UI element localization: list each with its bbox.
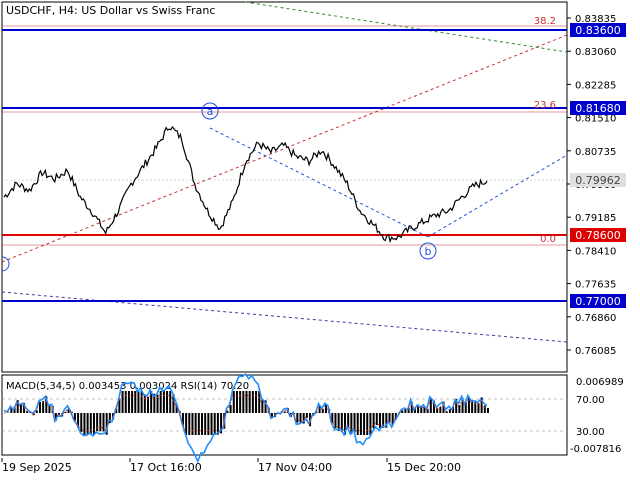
macd-bar: [160, 391, 162, 413]
macd-bar: [128, 391, 130, 413]
price-axis-tick-label: 0.80735: [575, 147, 616, 158]
macd-bar: [439, 407, 441, 413]
macd-bar: [255, 391, 257, 413]
price-axis-tick-label: 0.79185: [575, 213, 616, 224]
macd-bar: [163, 391, 165, 413]
fib-label-38: 38.2: [534, 16, 556, 27]
price-axis-tick-label: 0.83060: [575, 47, 616, 58]
fib-label-23: 23.6: [534, 100, 556, 111]
indicator-tick-top: 0.006989: [576, 377, 624, 388]
macd-bar: [214, 413, 216, 435]
macd-bar: [137, 391, 139, 413]
macd-bar: [239, 391, 241, 413]
macd-bar: [131, 391, 133, 413]
macd-bar: [236, 391, 238, 413]
macd-bar: [233, 391, 235, 413]
macd-bar: [185, 413, 187, 435]
price-tag-81680[interactable]: 0.81680: [570, 101, 626, 115]
price-axis-tick-label: 0.82285: [575, 80, 616, 91]
time-tick-3: 17 Nov 04:00: [258, 461, 332, 474]
macd-bar: [96, 413, 98, 431]
svg-text:0.78600: 0.78600: [575, 229, 621, 242]
svg-text:0.77000: 0.77000: [575, 295, 621, 308]
macd-bar: [338, 413, 340, 431]
macd-bar: [83, 413, 85, 435]
macd-bar: [373, 413, 375, 428]
macd-bar: [261, 399, 263, 413]
price-axis-tick-label: 0.77635: [575, 280, 616, 291]
svg-text:0.81680: 0.81680: [575, 102, 621, 115]
price-tag-current[interactable]: 0.79962: [570, 173, 626, 187]
macd-bar: [93, 413, 95, 435]
wave-b-label: b: [425, 245, 432, 258]
indicator-tick-70: 70.00: [576, 395, 605, 406]
macd-bar: [207, 413, 209, 435]
macd-bar: [201, 413, 203, 435]
macd-bar: [87, 413, 89, 435]
macd-bar: [296, 413, 298, 423]
svg-text:0.83600: 0.83600: [575, 24, 621, 37]
macd-bar: [141, 391, 143, 413]
time-tick-1: 19 Sep 2025: [2, 461, 72, 474]
macd-bar: [430, 399, 432, 413]
macd-bar: [125, 391, 127, 413]
macd-bar: [242, 391, 244, 413]
macd-bar: [379, 413, 381, 428]
indicator-tick-30: 30.00: [576, 427, 605, 438]
time-axis: 19 Sep 2025 17 Oct 16:00 17 Nov 04:00 15…: [2, 458, 461, 474]
macd-bar: [325, 405, 327, 413]
macd-bar: [103, 413, 105, 431]
macd-bar: [363, 413, 365, 435]
macd-bar: [64, 412, 66, 413]
macd-bar: [246, 391, 248, 413]
macd-bar: [48, 405, 50, 413]
price-tag-77000[interactable]: 0.77000: [570, 294, 626, 308]
macd-bar: [188, 413, 190, 435]
macd-bar: [90, 413, 92, 434]
price-tag-83600[interactable]: 0.83600: [570, 23, 626, 37]
macd-bar: [99, 413, 101, 431]
price-tag-78600[interactable]: 0.78600: [570, 228, 626, 242]
macd-bar: [249, 391, 251, 413]
macd-bar: [144, 394, 146, 413]
macd-bar: [134, 391, 136, 413]
price-axis-tick-label: 0.81510: [575, 114, 616, 125]
macd-bar: [369, 413, 371, 435]
time-tick-2: 17 Oct 16:00: [130, 461, 202, 474]
chart-title: USDCHF, H4: US Dollar vs Swiss Franc: [6, 4, 215, 17]
macd-bar: [122, 391, 124, 413]
price-axis-tick-label: 0.78410: [575, 246, 616, 257]
fib-label-0: 0.0: [540, 234, 556, 245]
macd-bar: [252, 391, 254, 413]
macd-bar: [366, 413, 368, 435]
macd-bar: [284, 412, 286, 413]
macd-bar: [230, 405, 232, 413]
macd-bar: [204, 413, 206, 435]
macd-bar: [198, 413, 200, 435]
macd-bar: [376, 413, 378, 425]
price-axis-tick-label: 0.76860: [575, 313, 616, 324]
indicator-header: MACD(5,34,5) 0.003453 0.003024 RSI(14) 7…: [6, 381, 249, 392]
macd-bar: [211, 413, 213, 435]
macd-bar: [191, 413, 193, 435]
price-axis-tick-label: 0.76085: [575, 346, 616, 357]
macd-bar: [169, 391, 171, 413]
macd-bar: [195, 413, 197, 435]
macd-bar: [58, 413, 60, 415]
macd-bar: [357, 413, 359, 435]
indicator-tick-bottom: -0.007816: [570, 444, 621, 455]
macd-bar: [166, 391, 168, 413]
time-tick-4: 15 Dec 20:00: [387, 461, 461, 474]
macd-bar: [487, 408, 489, 413]
macd-bar: [484, 406, 486, 413]
svg-text:0.79962: 0.79962: [575, 174, 621, 187]
macd-bar: [80, 413, 82, 432]
macd-bar: [360, 413, 362, 435]
wave-a-label: a: [207, 105, 214, 118]
